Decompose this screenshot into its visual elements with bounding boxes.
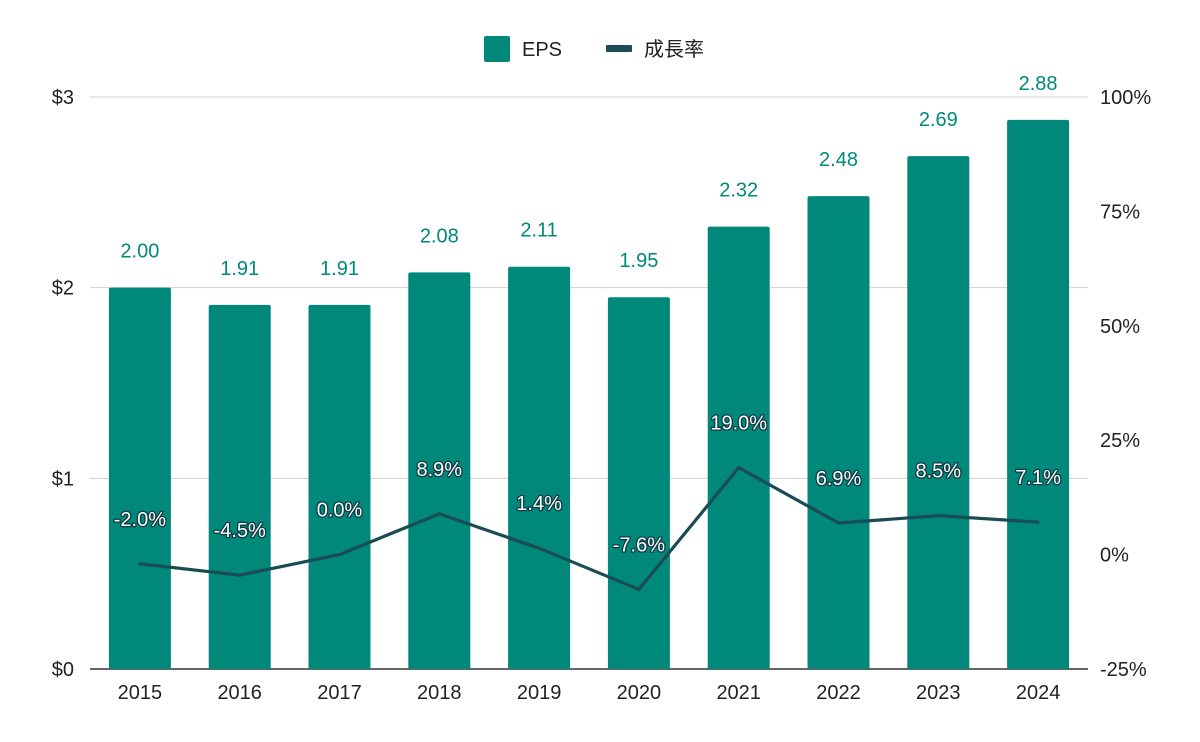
growth-data-label: -7.6% [613,534,665,556]
right-tick-label: 100% [1100,87,1151,109]
line-value-labels: -2.0% -4.5% 0.0% 8.9% 1.4% -7.6% 19.0% 6.9% 8.5%… [112,411,1062,557]
x-tick-label: 2018 [417,682,462,704]
growth-data-label: 19.0% [710,413,767,435]
x-tick-label: 2015 [118,682,163,704]
growth-line [138,466,1040,591]
left-tick-label: $0 [52,659,74,681]
x-tick-label: 2020 [617,682,662,704]
left-axis-ticks: $0 $1 $2 $3 [52,87,74,681]
x-tick-label: 2022 [816,682,861,704]
eps-bar [408,272,471,669]
x-tick-label: 2019 [517,682,562,704]
eps-bar [707,226,770,670]
bar-value-labels: 2.00 1.91 1.91 2.08 2.11 1.95 2.32 2.48 2.69 2.88 [120,73,1057,280]
growth-data-label: 8.9% [417,459,463,481]
left-tick-label: $1 [52,468,74,490]
right-tick-label: 0% [1100,545,1129,567]
left-tick-label: $3 [52,87,74,109]
eps-bar [208,304,271,669]
legend-swatch-growth [606,45,632,52]
legend-swatch-eps [484,36,510,62]
x-tick-label: 2023 [916,682,961,704]
right-tick-label: 25% [1100,430,1140,452]
eps-data-label: 1.91 [320,258,359,280]
growth-data-label: 1.4% [516,493,562,515]
eps-data-label: 2.32 [719,180,758,202]
x-tick-label: 2021 [716,682,761,704]
eps-data-label: 1.95 [619,250,658,272]
eps-bar [1007,119,1070,669]
right-tick-label: -25% [1100,659,1147,681]
eps-data-label: 2.48 [819,149,858,171]
right-axis-ticks: -25% 0% 25% 50% 75% 100% [1100,87,1151,681]
growth-data-label: 8.5% [916,461,962,483]
growth-data-label: -4.5% [214,520,266,542]
x-axis-ticks: 2015 2016 2017 2018 2019 2020 2021 2022 2023 2024 [118,682,1061,704]
right-tick-label: 50% [1100,316,1140,338]
eps-bar [508,266,571,669]
eps-bar [308,304,371,669]
eps-data-label: 2.08 [420,225,459,247]
growth-data-label: 0.0% [317,500,363,522]
x-tick-label: 2016 [217,682,262,704]
eps-data-label: 2.69 [919,109,958,131]
bars [108,119,1070,670]
x-tick-label: 2024 [1016,682,1061,704]
eps-data-label: 2.11 [520,220,557,242]
left-tick-label: $2 [52,278,74,300]
growth-data-label: 7.1% [1015,467,1061,489]
legend-label-growth: 成長率 [644,38,704,61]
legend-label-eps: EPS [522,39,562,61]
eps-bar [108,287,171,669]
growth-data-label: -2.0% [114,509,166,531]
eps-data-label: 2.88 [1019,73,1058,95]
legend: EPS 成長率 [484,36,704,62]
eps-bar [807,196,870,669]
growth-data-label: 6.9% [816,468,862,490]
eps-data-label: 1.91 [220,258,259,280]
right-tick-label: 75% [1100,201,1140,223]
eps-data-label: 2.00 [120,241,159,263]
eps-bar [907,156,970,669]
x-tick-label: 2017 [317,682,362,704]
growth-line-group [138,466,1040,591]
eps-bar [607,297,670,669]
